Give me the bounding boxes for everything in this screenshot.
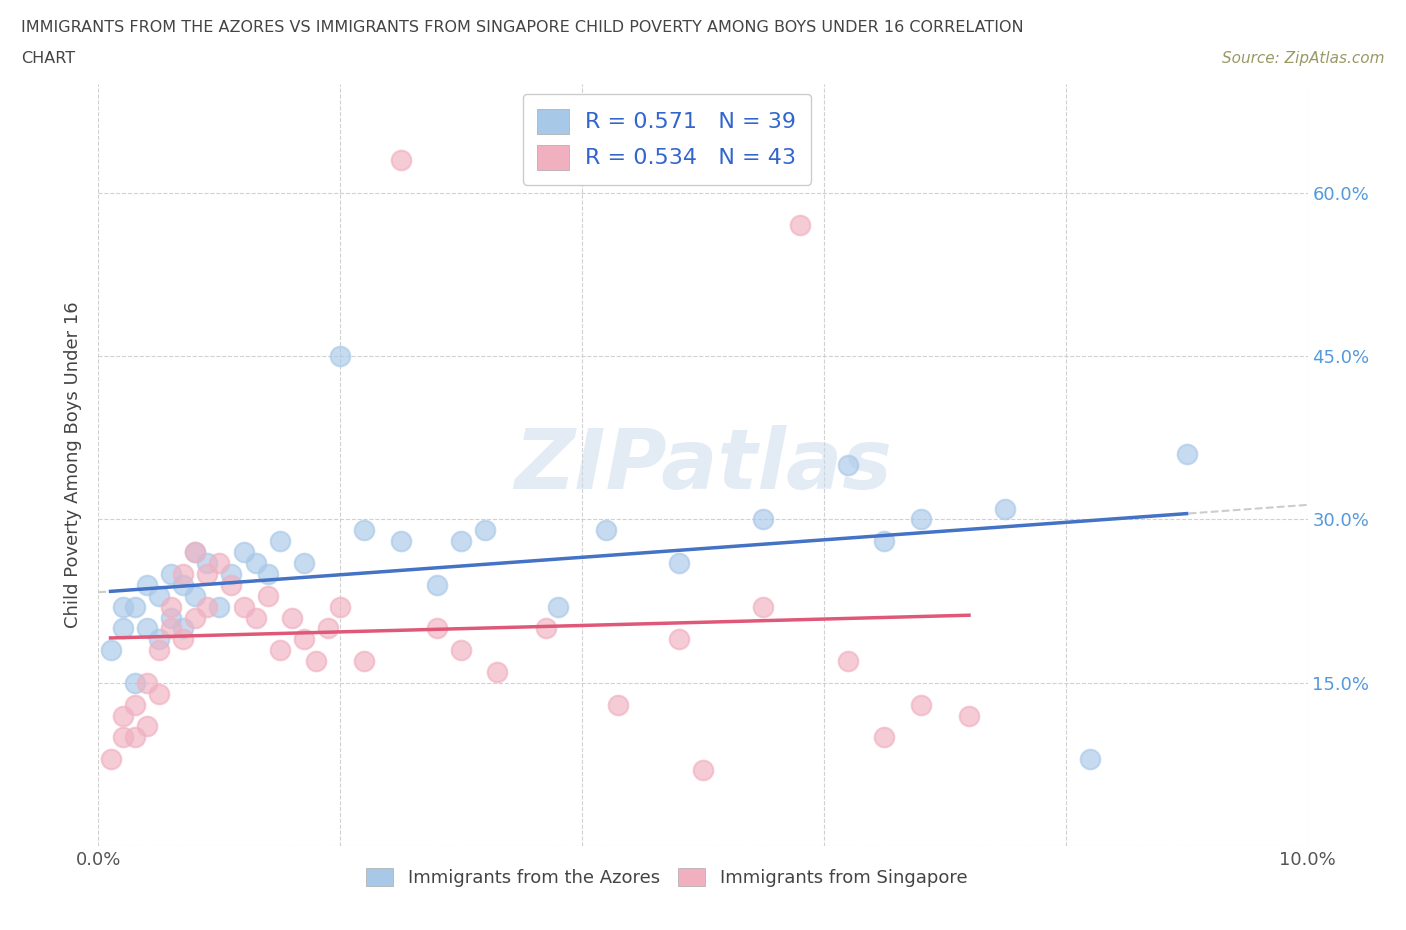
Point <box>135 578 157 592</box>
Point <box>172 631 194 646</box>
Point <box>124 675 146 690</box>
Point <box>160 621 183 636</box>
Point <box>353 523 375 538</box>
Point <box>305 654 328 669</box>
Point <box>269 534 291 549</box>
Point <box>208 599 231 614</box>
Point <box>329 599 352 614</box>
Point <box>292 631 315 646</box>
Point <box>668 555 690 570</box>
Point <box>389 534 412 549</box>
Point <box>184 589 207 604</box>
Point <box>100 751 122 766</box>
Point <box>957 708 980 723</box>
Point <box>124 730 146 745</box>
Point <box>124 599 146 614</box>
Point <box>195 599 218 614</box>
Point <box>221 566 243 581</box>
Point <box>752 599 775 614</box>
Point <box>111 708 134 723</box>
Point <box>389 153 412 167</box>
Point <box>245 555 267 570</box>
Point <box>426 621 449 636</box>
Text: CHART: CHART <box>21 51 75 66</box>
Point <box>135 621 157 636</box>
Point <box>1175 446 1198 461</box>
Point <box>195 555 218 570</box>
Point <box>837 654 859 669</box>
Point <box>172 621 194 636</box>
Point <box>111 621 134 636</box>
Point <box>148 631 170 646</box>
Point <box>668 631 690 646</box>
Text: ZIPatlas: ZIPatlas <box>515 424 891 506</box>
Point <box>281 610 304 625</box>
Point <box>172 566 194 581</box>
Point <box>486 665 509 680</box>
Point <box>135 719 157 734</box>
Point <box>910 512 932 527</box>
Point <box>124 698 146 712</box>
Legend: Immigrants from the Azores, Immigrants from Singapore: Immigrants from the Azores, Immigrants f… <box>359 860 974 895</box>
Point <box>873 730 896 745</box>
Point <box>232 599 254 614</box>
Point <box>100 643 122 658</box>
Point <box>1078 751 1101 766</box>
Point <box>256 589 278 604</box>
Point <box>221 578 243 592</box>
Point <box>256 566 278 581</box>
Point <box>245 610 267 625</box>
Point <box>547 599 569 614</box>
Text: IMMIGRANTS FROM THE AZORES VS IMMIGRANTS FROM SINGAPORE CHILD POVERTY AMONG BOYS: IMMIGRANTS FROM THE AZORES VS IMMIGRANTS… <box>21 20 1024 35</box>
Point <box>316 621 339 636</box>
Point <box>450 534 472 549</box>
Point <box>148 643 170 658</box>
Y-axis label: Child Poverty Among Boys Under 16: Child Poverty Among Boys Under 16 <box>65 301 83 629</box>
Point <box>135 675 157 690</box>
Point <box>534 621 557 636</box>
Text: Source: ZipAtlas.com: Source: ZipAtlas.com <box>1222 51 1385 66</box>
Point <box>910 698 932 712</box>
Point <box>148 686 170 701</box>
Point <box>184 610 207 625</box>
Point <box>426 578 449 592</box>
Point <box>692 763 714 777</box>
Point <box>111 730 134 745</box>
Point <box>837 458 859 472</box>
Point <box>184 545 207 560</box>
Point <box>111 599 134 614</box>
Point <box>607 698 630 712</box>
Point <box>269 643 291 658</box>
Point <box>232 545 254 560</box>
Point <box>873 534 896 549</box>
Point <box>450 643 472 658</box>
Point <box>752 512 775 527</box>
Point <box>329 349 352 364</box>
Point <box>172 578 194 592</box>
Point <box>994 501 1017 516</box>
Point <box>353 654 375 669</box>
Point <box>148 589 170 604</box>
Point <box>160 599 183 614</box>
Point <box>474 523 496 538</box>
Point <box>160 610 183 625</box>
Point <box>184 545 207 560</box>
Point <box>195 566 218 581</box>
Point <box>292 555 315 570</box>
Point <box>208 555 231 570</box>
Point <box>595 523 617 538</box>
Point <box>789 218 811 232</box>
Point <box>160 566 183 581</box>
